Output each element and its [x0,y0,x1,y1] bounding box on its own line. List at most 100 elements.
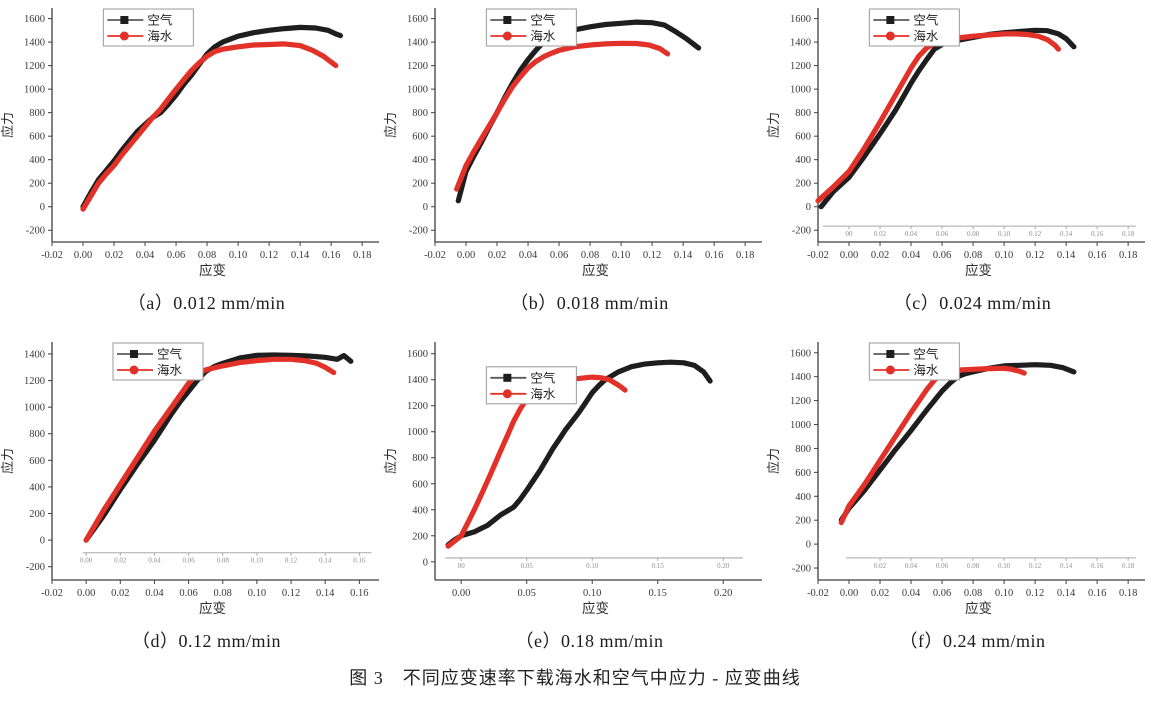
svg-text:0.04: 0.04 [148,557,161,565]
svg-text:0.06: 0.06 [182,557,195,565]
chart-c-plot: -200 0 200 400 600 800 1000 1200 1400 1600 -0.02 0.… [766,8,1145,278]
svg-text:0.16: 0.16 [1091,562,1104,570]
inner-overlay-axis: 0.00 0.02 0.04 0.06 0.08 0.10 0.12 0.14 0.16 [80,552,372,565]
svg-text:0.00: 0.00 [840,250,858,261]
svg-text:0.00: 0.00 [452,588,470,599]
svg-text:1600: 1600 [407,349,428,360]
svg-text:-200: -200 [26,226,45,237]
svg-text:1600: 1600 [790,14,811,25]
svg-text:600: 600 [795,468,811,479]
svg-text:200: 200 [412,531,428,542]
svg-text:1600: 1600 [790,348,811,359]
y-axis-label: 应力 [383,112,398,138]
svg-text:0.12: 0.12 [282,588,300,599]
svg-text:1000: 1000 [790,420,811,431]
chart-e-plot: 0 200 400 600 800 1000 1200 1400 1600 0.00 0.05 0.1… [383,342,762,616]
legend-circle-marker-icon [502,31,512,41]
svg-text:0.16: 0.16 [322,250,340,261]
series-air [80,24,343,210]
x-axis-label: 应变 [199,262,226,278]
svg-text:-0.02: -0.02 [807,250,829,261]
svg-text:200: 200 [795,516,811,527]
svg-text:1200: 1200 [407,401,428,412]
legend-label: 海水 [913,29,939,44]
series-seawater [815,31,1061,204]
svg-text:0.08: 0.08 [964,588,982,599]
svg-text:0.02: 0.02 [105,250,123,261]
svg-text:1400: 1400 [24,349,45,360]
x-axis-label: 应变 [582,600,609,616]
chart-b-plot: -200 0 200 400 600 800 1000 1200 1400 1600 -0.02 0.… [383,8,762,278]
svg-text:0.04: 0.04 [902,250,921,261]
svg-text:0.14: 0.14 [1057,588,1076,599]
svg-text:600: 600 [795,132,811,143]
svg-text:400: 400 [412,155,428,166]
svg-text:0.12: 0.12 [1029,230,1042,238]
svg-text:0.14: 0.14 [291,250,310,261]
svg-text:0.05: 0.05 [518,588,536,599]
chart-cell-e: 0 200 400 600 800 1000 1200 1400 1600 0.00 0.05 0.1… [383,334,766,658]
svg-text:0.08: 0.08 [964,250,982,261]
svg-text:0.10: 0.10 [995,588,1013,599]
svg-text:-0.02: -0.02 [424,250,446,261]
svg-text:-200: -200 [792,564,811,575]
svg-text:0.04: 0.04 [145,588,164,599]
svg-text:1400: 1400 [407,38,428,49]
series-seawater [838,365,1027,526]
svg-text:1400: 1400 [407,375,428,386]
svg-text:0.18: 0.18 [1122,230,1135,238]
svg-text:1400: 1400 [790,38,811,49]
svg-text:0.16: 0.16 [353,557,366,565]
svg-text:800: 800 [29,108,45,119]
svg-text:0.08: 0.08 [967,562,980,570]
svg-text:0.12: 0.12 [285,557,298,565]
x-axis-label: 应变 [199,600,226,616]
svg-text:-0.02: -0.02 [41,250,63,261]
svg-text:0.04: 0.04 [905,562,918,570]
svg-text:-200: -200 [26,562,45,573]
svg-text:0.10: 0.10 [251,557,264,565]
svg-text:0.02: 0.02 [871,250,889,261]
svg-text:0.18: 0.18 [1122,562,1135,570]
svg-text:600: 600 [412,479,428,490]
svg-text:-200: -200 [409,226,428,237]
chart-row-bottom: -200 0 200 400 600 800 1000 1200 1400 -0.02 0.00 0.… [0,334,1150,658]
svg-text:0.12: 0.12 [1029,562,1042,570]
svg-text:0.02: 0.02 [871,588,889,599]
series-air [83,352,354,543]
svg-text:0.20: 0.20 [714,588,732,599]
svg-text:0.06: 0.06 [933,588,951,599]
legend-label: 空气 [913,13,939,28]
svg-text:0.00: 0.00 [840,588,858,599]
svg-text:0.10: 0.10 [248,588,266,599]
chart-caption-d: （d）0.12 mm/min [131,631,281,651]
y-axis-label: 应力 [383,448,398,474]
svg-text:0.14: 0.14 [1057,250,1076,261]
chart-cell-c: -200 0 200 400 600 800 1000 1200 1400 1600 -0.02 0.… [766,0,1149,320]
svg-text:0.14: 0.14 [1060,230,1073,238]
svg-text:1600: 1600 [24,14,45,25]
svg-text:0.10: 0.10 [586,562,599,570]
svg-text:0.06: 0.06 [933,250,951,261]
svg-text:1200: 1200 [407,61,428,72]
svg-text:0.14: 0.14 [1060,562,1073,570]
svg-text:0: 0 [423,202,428,213]
svg-text:0.14: 0.14 [316,588,335,599]
svg-text:400: 400 [29,155,45,166]
svg-text:800: 800 [29,429,45,440]
svg-text:0.08: 0.08 [217,557,230,565]
axes: -200 0 200 400 600 800 1000 1200 1400 1600 -0.02 0.… [790,8,1145,261]
chart-f-plot: -200 0 200 400 600 800 1000 1200 1400 1600 -0.02 0.… [766,342,1145,616]
svg-text:400: 400 [412,505,428,516]
svg-text:1200: 1200 [24,376,45,387]
series-seawater [83,356,337,543]
svg-text:0.15: 0.15 [649,588,667,599]
svg-text:0.15: 0.15 [652,562,665,570]
legend-square-marker-icon [886,16,895,24]
